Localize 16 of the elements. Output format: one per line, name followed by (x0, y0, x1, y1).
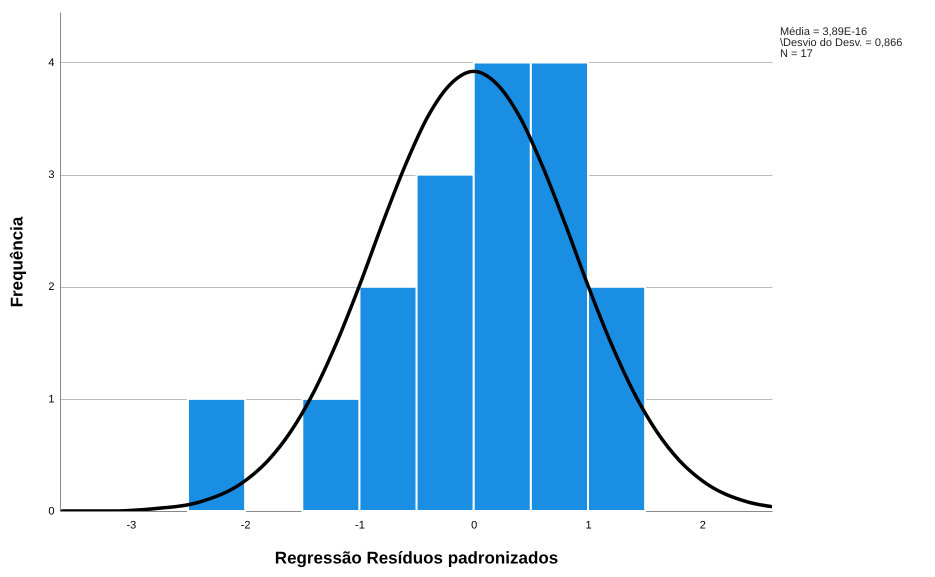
x-tick-label: 1 (585, 520, 592, 532)
y-tick-label: 4 (48, 56, 54, 69)
x-tick-label: 2 (700, 520, 706, 532)
y-tick-label: 2 (48, 281, 54, 294)
x-tick-label: -2 (240, 520, 251, 532)
y-tick-label: 1 (48, 393, 54, 406)
text: N = 17 (780, 48, 813, 60)
y-axis-title: Frequência (7, 216, 26, 308)
x-tick-label: -3 (126, 520, 136, 532)
x-axis-title: Regressão Resíduos padronizados (274, 548, 558, 568)
y-tick-label: 3 (48, 169, 54, 182)
text: Média = 3,89E-16 (780, 26, 868, 38)
x-tick-label: 0 (471, 520, 478, 532)
x-tick-label: -1 (355, 520, 365, 532)
y-tick-label: 0 (48, 506, 54, 518)
text: \Desvio do Desv. = 0,866 (780, 37, 902, 49)
